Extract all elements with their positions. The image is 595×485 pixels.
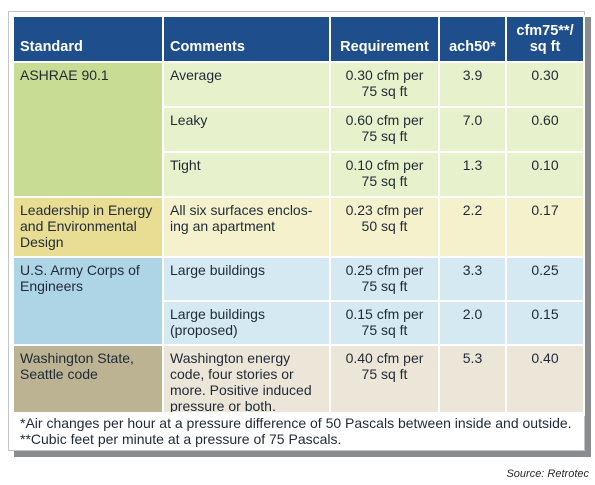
standard-army: U.S. Army Corps of Engineers bbox=[12, 256, 164, 346]
airtightness-table-card: Standard Comments Requirement ach50* cfm… bbox=[8, 11, 585, 451]
cfm75-cell: 0.15 bbox=[505, 300, 585, 346]
requirement-cell: 0.23 cfm per 50 sq ft bbox=[329, 196, 440, 258]
header-cfm75: cfm75**/ sq ft bbox=[505, 15, 585, 63]
source-credit: Source: Retrotec bbox=[506, 468, 589, 480]
table-row: Washington State, Seattle code Washingto… bbox=[12, 344, 585, 416]
table-row: U.S. Army Corps of Engineers Large build… bbox=[12, 256, 585, 346]
standard-ashrae: ASHRAE 90.1 bbox=[12, 61, 164, 198]
ach50-cell: 3.9 bbox=[438, 61, 507, 108]
cfm75-cell: 0.40 bbox=[505, 344, 585, 416]
airtightness-standards-table: Standard Comments Requirement ach50* cfm… bbox=[12, 15, 585, 416]
footnotes: *Air changes per hour at a pressure diff… bbox=[12, 412, 583, 450]
comment-cell: Large buildings bbox=[162, 256, 331, 302]
standard-leed: Leadership in Energy and Environmental D… bbox=[12, 196, 164, 258]
requirement-cell: 0.40 cfm per 75 sq ft bbox=[329, 344, 440, 416]
footnote-cfm75: **Cubic feet per minute at a pressure of… bbox=[20, 431, 342, 447]
requirement-cell: 0.25 cfm per 75 sq ft bbox=[329, 256, 440, 302]
ach50-cell: 2.0 bbox=[438, 300, 507, 346]
ach50-cell: 1.3 bbox=[438, 151, 507, 198]
cfm75-cell: 0.10 bbox=[505, 151, 585, 198]
ach50-cell: 7.0 bbox=[438, 106, 507, 153]
comment-cell: Tight bbox=[162, 151, 331, 198]
standard-washington: Washington State, Seattle code bbox=[12, 344, 164, 416]
ach50-cell: 3.3 bbox=[438, 256, 507, 302]
requirement-cell: 0.30 cfm per 75 sq ft bbox=[329, 61, 440, 108]
requirement-cell: 0.15 cfm per 75 sq ft bbox=[329, 300, 440, 346]
comment-cell: Leaky bbox=[162, 106, 331, 153]
requirement-cell: 0.60 cfm per 75 sq ft bbox=[329, 106, 440, 153]
comment-cell: Large buildings (proposed) bbox=[162, 300, 331, 346]
cfm75-cell: 0.17 bbox=[505, 196, 585, 258]
header-standard: Standard bbox=[12, 15, 164, 63]
header-requirement: Requirement bbox=[329, 15, 440, 63]
cfm75-cell: 0.30 bbox=[505, 61, 585, 108]
table-row: Leaky 0.60 cfm per 75 sq ft 7.0 0.60 bbox=[13, 106, 585, 153]
cfm75-cell: 0.25 bbox=[505, 256, 585, 302]
table-row: ASHRAE 90.1 Average 0.30 cfm per 75 sq f… bbox=[12, 61, 585, 198]
table-row: Large buildings (proposed) 0.15 cfm per … bbox=[13, 300, 585, 346]
comment-cell: Average bbox=[162, 61, 331, 108]
header-row: Standard Comments Requirement ach50* cfm… bbox=[12, 15, 585, 63]
requirement-cell: 0.10 cfm per 75 sq ft bbox=[329, 151, 440, 198]
table-row: Leadership in Energy and Environmental D… bbox=[12, 196, 585, 258]
cfm75-cell: 0.60 bbox=[505, 106, 585, 153]
header-comments: Comments bbox=[162, 15, 331, 63]
comment-cell: Washington energy code, four stories or … bbox=[162, 344, 331, 416]
header-ach50: ach50* bbox=[438, 15, 507, 63]
ach50-cell: 5.3 bbox=[438, 344, 507, 416]
table-row: Tight 0.10 cfm per 75 sq ft 1.3 0.10 bbox=[13, 151, 585, 198]
footnote-ach50: *Air changes per hour at a pressure diff… bbox=[20, 415, 572, 431]
comment-cell: All six surfaces enclos-ing an apartment bbox=[162, 196, 331, 258]
ach50-cell: 2.2 bbox=[438, 196, 507, 258]
